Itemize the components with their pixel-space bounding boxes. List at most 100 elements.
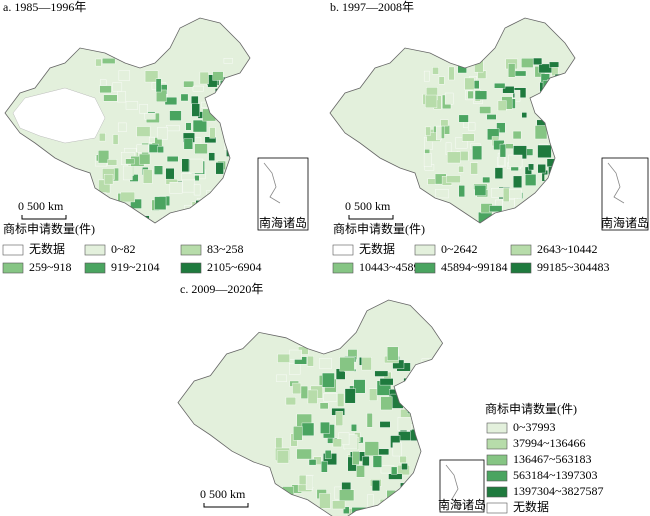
region [364, 441, 379, 456]
region [169, 182, 183, 194]
region [165, 168, 175, 180]
region [362, 456, 370, 467]
region [494, 167, 504, 179]
region [166, 125, 180, 132]
scale-bar [21, 215, 67, 220]
region [380, 396, 393, 411]
region [212, 101, 219, 109]
legend-swatch [486, 438, 508, 450]
region [549, 61, 560, 68]
region [191, 95, 199, 105]
region [545, 93, 558, 100]
region [117, 122, 127, 132]
inset-frame [257, 157, 309, 231]
region [423, 70, 430, 82]
region [144, 112, 156, 120]
region [194, 210, 206, 223]
legend-swatch [510, 244, 532, 256]
region [399, 455, 407, 464]
region [215, 216, 228, 223]
region [496, 122, 506, 133]
region [226, 196, 235, 205]
region [497, 100, 507, 111]
legend-label: 259~918 [29, 260, 72, 274]
legend-label: 0~37993 [513, 420, 556, 434]
region [98, 150, 110, 164]
region [512, 130, 522, 140]
legend-swatch [332, 244, 354, 256]
panel-title: c. 2009—2020年 [180, 282, 263, 296]
region [322, 372, 335, 388]
region [398, 431, 411, 441]
region [350, 424, 357, 432]
region [388, 473, 403, 480]
scale-label: 0 500 km [200, 487, 246, 501]
panel-title: b. 1997—2008年 [330, 0, 414, 14]
region [534, 125, 548, 140]
region [425, 126, 431, 136]
region [337, 393, 345, 407]
region [210, 204, 222, 219]
inset-label: 南海诸岛 [259, 215, 307, 230]
region [353, 379, 366, 394]
region [94, 205, 103, 218]
region [142, 169, 153, 184]
region [423, 153, 432, 167]
region [479, 106, 492, 114]
legend-label: 563184~1397303 [513, 468, 598, 482]
legend-label: 0~2642 [441, 242, 478, 256]
region [533, 57, 543, 65]
region [125, 101, 139, 110]
region [398, 500, 413, 514]
region [547, 96, 553, 111]
region [148, 136, 155, 144]
region [339, 489, 355, 501]
region [440, 119, 449, 127]
region [436, 125, 442, 141]
region [193, 184, 201, 196]
region [423, 400, 434, 409]
region [185, 122, 192, 131]
region [320, 421, 330, 434]
region [537, 164, 546, 174]
region [169, 110, 182, 121]
region [462, 133, 475, 142]
region [379, 421, 391, 428]
region [372, 455, 383, 468]
region [438, 76, 445, 85]
region [419, 405, 431, 421]
region [192, 85, 204, 92]
legend-label: 919~2104 [111, 260, 160, 274]
region [542, 194, 552, 209]
region [112, 134, 119, 145]
region [224, 182, 234, 196]
region [544, 174, 555, 181]
region [401, 463, 408, 471]
region [548, 174, 562, 181]
region [214, 201, 225, 210]
region [215, 187, 227, 198]
region [361, 357, 372, 371]
region [191, 103, 200, 117]
legend-swatch [486, 422, 508, 434]
region [198, 210, 206, 219]
region [223, 186, 234, 201]
region [103, 174, 114, 185]
region [415, 376, 426, 384]
inset-frame [601, 157, 649, 231]
region [514, 89, 521, 102]
legend-label: 1397304~3827587 [513, 484, 604, 498]
region [421, 358, 432, 371]
legend-swatch [486, 454, 508, 466]
legend-swatch [332, 262, 354, 274]
region [223, 58, 233, 64]
region [99, 85, 112, 94]
region [538, 200, 547, 210]
region [551, 170, 565, 183]
region [120, 191, 135, 203]
region [301, 422, 315, 436]
region [403, 377, 416, 386]
region [296, 448, 312, 460]
region [117, 91, 126, 103]
